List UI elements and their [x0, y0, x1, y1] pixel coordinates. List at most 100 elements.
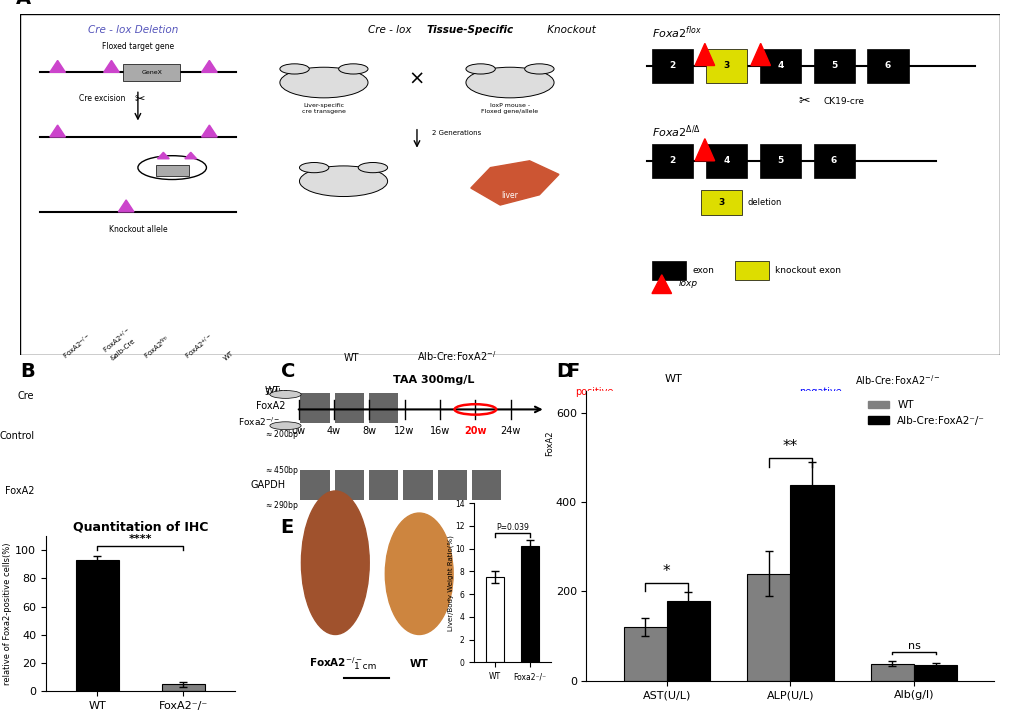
Text: *: *: [662, 564, 671, 579]
FancyBboxPatch shape: [369, 393, 398, 423]
Text: B: B: [20, 362, 35, 381]
Y-axis label: relative of Foxa2-positive cells(%): relative of Foxa2-positive cells(%): [3, 542, 12, 685]
Text: 5: 5: [830, 61, 837, 70]
FancyBboxPatch shape: [700, 190, 742, 215]
Text: 2: 2: [668, 61, 675, 70]
FancyBboxPatch shape: [472, 470, 500, 500]
Text: GeneX: GeneX: [164, 168, 180, 173]
Text: Cre - lox Deletion: Cre - lox Deletion: [88, 25, 178, 35]
FancyBboxPatch shape: [90, 467, 120, 485]
Text: Cre - lox: Cre - lox: [368, 25, 415, 35]
Text: 8w: 8w: [362, 426, 376, 436]
FancyBboxPatch shape: [20, 14, 999, 355]
Polygon shape: [750, 43, 769, 66]
Polygon shape: [50, 60, 65, 72]
Polygon shape: [118, 200, 133, 212]
Ellipse shape: [302, 491, 369, 634]
Text: WT: WT: [663, 374, 682, 384]
Text: 0w: 0w: [291, 426, 306, 436]
FancyBboxPatch shape: [651, 144, 693, 178]
Text: E: E: [280, 518, 293, 536]
Circle shape: [270, 422, 301, 429]
FancyBboxPatch shape: [50, 429, 81, 447]
Text: FoxA2$^{-/-}$: FoxA2$^{-/-}$: [309, 654, 362, 668]
FancyBboxPatch shape: [369, 470, 398, 500]
FancyBboxPatch shape: [705, 49, 746, 83]
FancyBboxPatch shape: [130, 387, 161, 405]
Text: WT: WT: [222, 350, 235, 362]
Bar: [870, 664, 913, 681]
Text: D: D: [555, 362, 572, 381]
Polygon shape: [651, 275, 671, 293]
Text: Foxa2$^{-/-}$: Foxa2$^{-/-}$: [237, 416, 280, 428]
Polygon shape: [202, 125, 217, 137]
Text: loxP mouse -
Floxed gene/allele: loxP mouse - Floxed gene/allele: [481, 104, 538, 114]
Text: 2: 2: [668, 156, 675, 165]
Text: FoxA2$^{-/-}$: FoxA2$^{-/-}$: [60, 332, 94, 362]
Text: TAA 300mg/L: TAA 300mg/L: [392, 375, 474, 385]
FancyBboxPatch shape: [437, 470, 467, 500]
FancyBboxPatch shape: [813, 49, 854, 83]
Text: 3: 3: [717, 198, 723, 207]
FancyBboxPatch shape: [90, 387, 120, 405]
Polygon shape: [471, 161, 558, 205]
Text: $Foxa2^{\Delta/\Delta}$: $Foxa2^{\Delta/\Delta}$: [651, 123, 700, 140]
Text: FoxA2$^{+/-}$
&alb-Cre: FoxA2$^{+/-}$ &alb-Cre: [101, 326, 139, 362]
Text: FoxA2$^{flm}$: FoxA2$^{flm}$: [142, 333, 173, 362]
Text: Alb-Cre:FoxA2$^{-/}$: Alb-Cre:FoxA2$^{-/}$: [417, 350, 496, 363]
Text: F: F: [566, 362, 579, 381]
Text: Control: Control: [0, 431, 35, 441]
Circle shape: [524, 64, 553, 74]
Text: 6: 6: [883, 61, 891, 70]
Text: positive: positive: [574, 387, 612, 397]
Text: GeneX: GeneX: [141, 70, 162, 75]
Text: 24w: 24w: [500, 426, 521, 436]
Text: 4: 4: [722, 156, 729, 165]
FancyBboxPatch shape: [759, 49, 800, 83]
Text: loxp: loxp: [678, 279, 697, 288]
FancyBboxPatch shape: [212, 387, 243, 405]
Text: deletion: deletion: [747, 198, 782, 207]
Legend: WT, Alb-Cre:FoxA2⁻/⁻: WT, Alb-Cre:FoxA2⁻/⁻: [863, 396, 988, 430]
Bar: [790, 484, 833, 681]
Text: Cre excision: Cre excision: [79, 94, 125, 104]
Text: FoxA2: FoxA2: [545, 431, 553, 456]
FancyBboxPatch shape: [813, 144, 854, 178]
Bar: [75, 560, 118, 691]
Ellipse shape: [385, 513, 452, 634]
FancyBboxPatch shape: [735, 261, 768, 280]
Text: knockout exon: knockout exon: [774, 266, 841, 275]
Circle shape: [358, 162, 387, 173]
Text: WT: WT: [265, 387, 280, 397]
Text: 4w: 4w: [326, 426, 340, 436]
Text: ×: ×: [409, 70, 425, 88]
Text: 3: 3: [722, 61, 729, 70]
Circle shape: [270, 390, 301, 398]
Text: Knockout: Knockout: [544, 25, 595, 35]
Text: 1 cm: 1 cm: [355, 662, 376, 670]
FancyBboxPatch shape: [403, 470, 432, 500]
Bar: [521, 547, 538, 662]
FancyBboxPatch shape: [90, 429, 120, 447]
Text: negative: negative: [798, 387, 841, 397]
Polygon shape: [694, 43, 714, 66]
FancyBboxPatch shape: [123, 64, 179, 81]
FancyBboxPatch shape: [301, 393, 329, 423]
Text: Liver-specific
cre transgene: Liver-specific cre transgene: [302, 104, 345, 114]
Text: liver: liver: [501, 191, 518, 201]
Circle shape: [300, 166, 387, 196]
Text: $\approx$200bp: $\approx$200bp: [264, 428, 300, 441]
Polygon shape: [104, 60, 119, 72]
Text: FoxA2$^{+/-}$: FoxA2$^{+/-}$: [182, 332, 215, 362]
Text: $\approx$290bp: $\approx$290bp: [264, 500, 300, 513]
FancyBboxPatch shape: [334, 470, 364, 500]
Text: C: C: [280, 362, 294, 381]
Text: A: A: [15, 0, 31, 8]
FancyBboxPatch shape: [50, 500, 81, 515]
Bar: [486, 577, 503, 662]
FancyBboxPatch shape: [212, 429, 243, 447]
Polygon shape: [157, 152, 169, 159]
Circle shape: [279, 64, 309, 74]
FancyBboxPatch shape: [651, 261, 686, 280]
Circle shape: [279, 67, 368, 98]
